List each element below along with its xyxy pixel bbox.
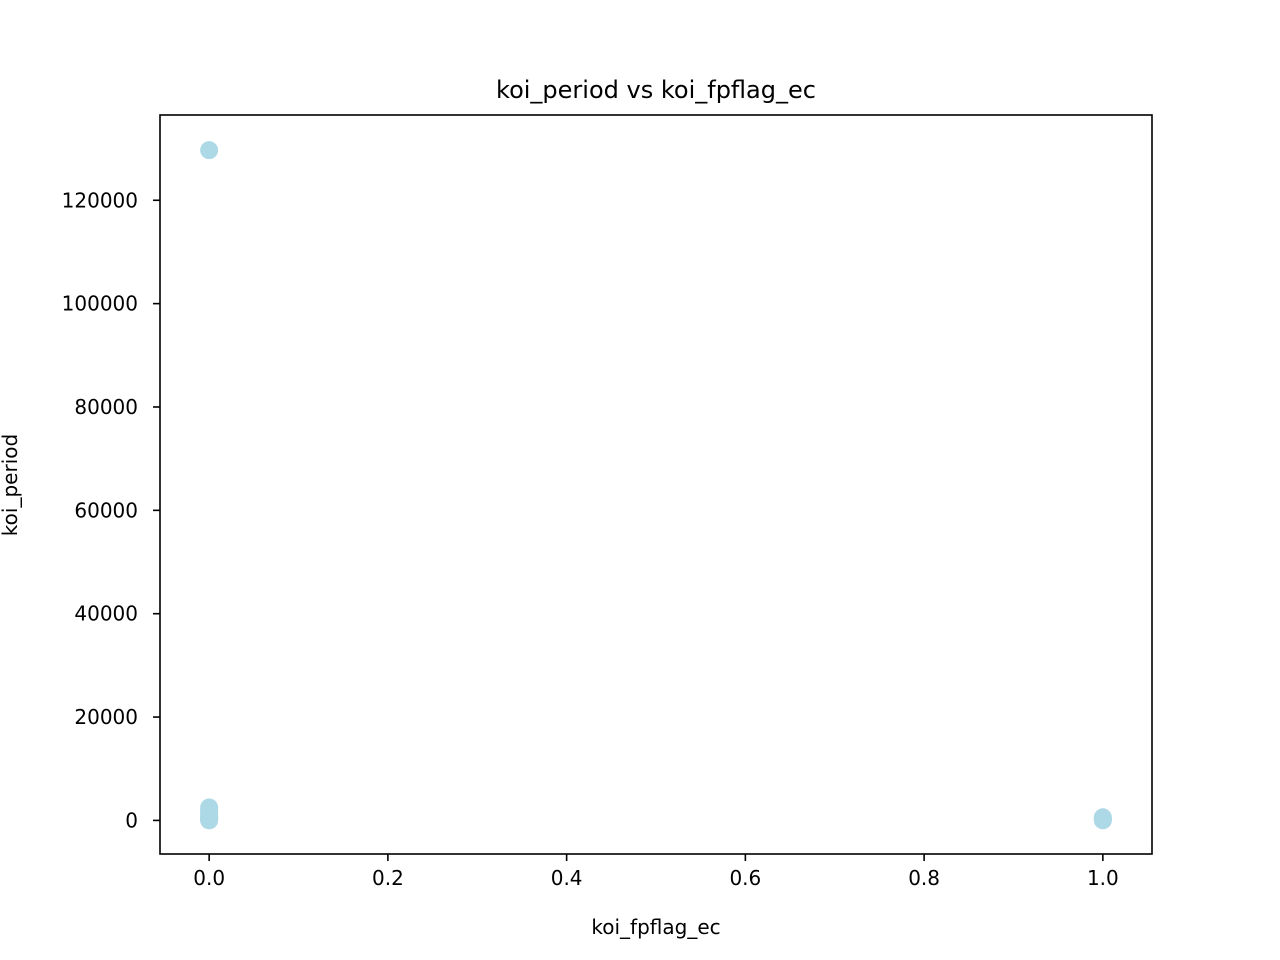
x-tick-label-5: 1.0	[1087, 866, 1119, 890]
y-tick-label-2: 40000	[74, 602, 138, 626]
y-tick-label-6: 120000	[62, 188, 138, 212]
y-tick-label-3: 60000	[74, 498, 138, 522]
y-axis-ticks: 0 20000 40000 60000 80000 100000 120000	[62, 188, 160, 832]
y-tick-label-0: 0	[125, 808, 138, 832]
y-tick-label-1: 20000	[74, 705, 138, 729]
x-axis-ticks: 0.0 0.2 0.4 0.6 0.8 1.0	[193, 854, 1119, 890]
y-tick-label-4: 80000	[74, 395, 138, 419]
x-tick-label-1: 0.2	[372, 866, 404, 890]
y-axis-label: koi_period	[0, 434, 22, 536]
plot-frame	[159, 114, 1153, 855]
data-point-9	[200, 811, 219, 830]
chart-title: koi_period vs koi_fpflag_ec	[496, 76, 816, 104]
points-layer	[200, 141, 1112, 830]
y-tick-label-5: 100000	[62, 292, 138, 316]
x-tick-label-3: 0.6	[729, 866, 761, 890]
x-axis-label: koi_fpflag_ec	[591, 915, 720, 939]
x-tick-label-0: 0.0	[193, 866, 225, 890]
x-tick-label-2: 0.4	[551, 866, 583, 890]
data-point-13	[1093, 811, 1112, 830]
data-point-0	[200, 141, 219, 160]
x-tick-label-4: 0.8	[908, 866, 940, 890]
